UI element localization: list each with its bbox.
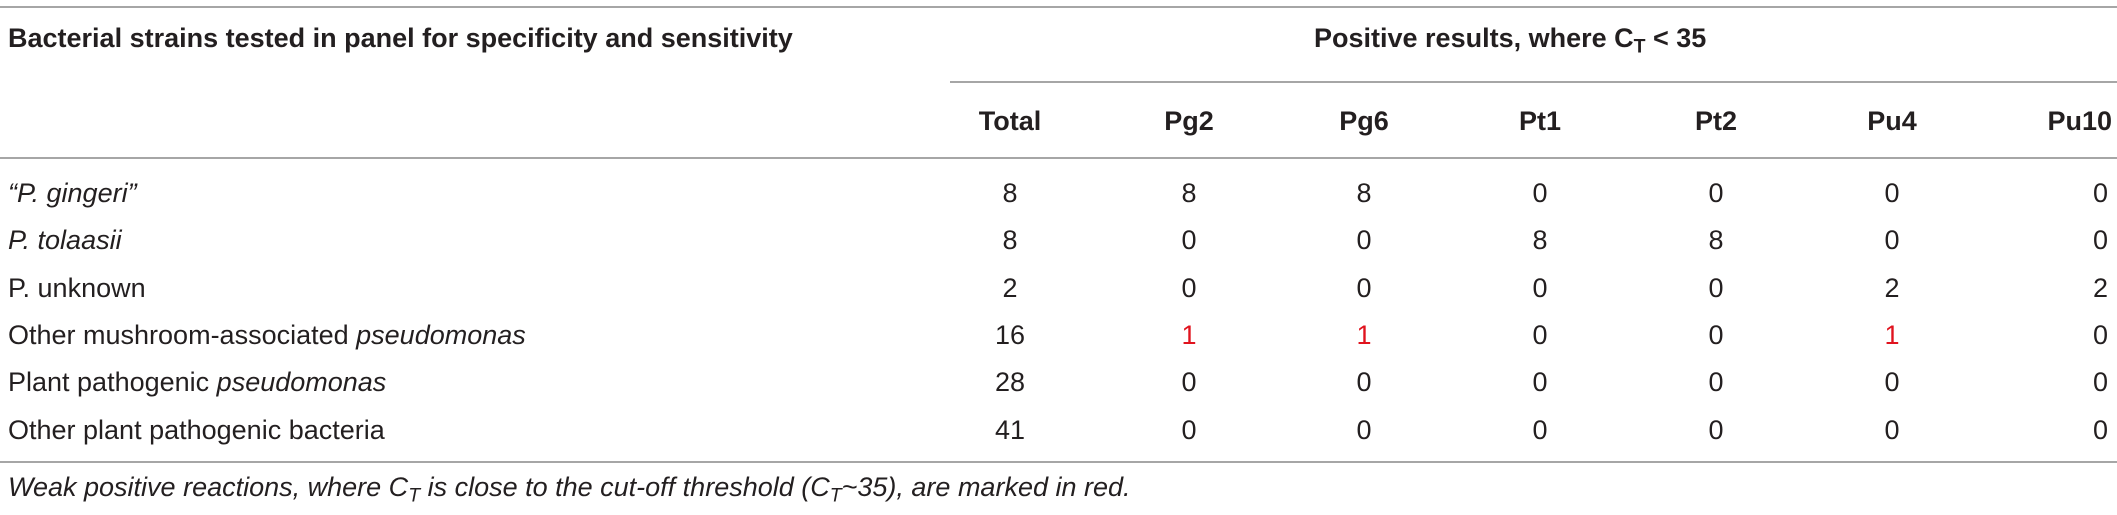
table-row: Other mushroom-associated pseudomonas 16 1… [0, 312, 2117, 359]
column-header-pu10: Pu10 [2047, 106, 2112, 136]
row-label: P. tolaasii [8, 225, 122, 256]
cell-pg6: 0 [1356, 367, 1372, 398]
cell-pu10: 0 [2092, 178, 2108, 208]
cell-pg2: 0 [1181, 414, 1197, 445]
row-label-italic: “P. gingeri” [8, 178, 137, 208]
cell-pg2: 8 [1181, 178, 1197, 208]
column-header-pt2: Pt2 [1694, 106, 1738, 136]
cell-pu10: 0 [2092, 225, 2108, 256]
row-label: Plant pathogenic pseudomonas [8, 367, 386, 398]
table-row: P. unknown 2 0 0 0 0 2 2 [0, 265, 2117, 312]
row-label-text: P. unknown [8, 272, 146, 303]
column-header-pg2: Pg2 [1164, 106, 1214, 136]
row-label-text: Other plant pathogenic bacteria [8, 414, 385, 445]
cell-pt2: 8 [1708, 225, 1724, 256]
positive-results-header: Positive results, where CT < 35 [1314, 23, 1707, 58]
cell-pt1: 8 [1532, 225, 1548, 256]
row-label-text: Plant pathogenic [8, 367, 217, 398]
cell-pu10: 2 [2092, 272, 2108, 303]
row-label: Other plant pathogenic bacteria [8, 415, 385, 446]
cell-total: 8 [1002, 178, 1018, 208]
table-row: Plant pathogenic pseudomonas 28 0 0 0 0 0 0 [0, 359, 2117, 406]
cell-pu10: 0 [2092, 414, 2108, 445]
table-row: “P. gingeri” 8 8 8 0 0 0 0 [0, 170, 2117, 217]
cell-pu4: 0 [1884, 225, 1900, 256]
strains-header: Bacterial strains tested in panel for sp… [8, 23, 793, 53]
cell-pu4: 0 [1884, 367, 1900, 398]
table-row: Other plant pathogenic bacteria 41 0 0 0 0 0 0 [0, 407, 2117, 454]
cell-pt2: 0 [1708, 414, 1724, 445]
cell-pg6: 0 [1356, 414, 1372, 445]
cell-pg6: 0 [1356, 272, 1372, 303]
cell-pg2: 0 [1181, 225, 1197, 256]
cell-total: 8 [1002, 225, 1018, 256]
bottom-rule [0, 461, 2117, 463]
cell-pu4: 1 [1884, 319, 1900, 350]
subheader-rule [950, 81, 2117, 83]
cell-pt1: 0 [1532, 178, 1548, 208]
cell-pu4: 0 [1884, 178, 1900, 208]
cell-pt1: 0 [1532, 319, 1548, 350]
row-label-italic: pseudomonas [356, 319, 526, 350]
row-label-italic: P. tolaasii [8, 225, 122, 256]
column-header-pt1: Pt1 [1518, 106, 1562, 136]
column-header-total: Total [978, 106, 1042, 136]
cell-pt1: 0 [1532, 272, 1548, 303]
cell-pg6: 0 [1356, 225, 1372, 256]
row-label: Other mushroom-associated pseudomonas [8, 320, 526, 351]
row-label: “P. gingeri” [8, 178, 137, 209]
cell-pu10: 0 [2092, 367, 2108, 398]
cell-pu10: 0 [2092, 319, 2108, 350]
row-label-italic: pseudomonas [216, 367, 387, 398]
cell-pt2: 0 [1708, 319, 1724, 350]
cell-pt1: 0 [1532, 414, 1548, 445]
cell-pg2: 1 [1181, 319, 1197, 350]
header-bottom-rule [0, 157, 2117, 159]
cell-total: 41 [994, 414, 1026, 445]
cell-pt2: 0 [1708, 272, 1724, 303]
cell-pg6: 8 [1356, 178, 1372, 208]
table-footnote: Weak positive reactions, where CT is clo… [8, 472, 1131, 507]
top-rule [0, 6, 2117, 8]
row-label-text: Other mushroom-associated [8, 319, 357, 350]
cell-pg2: 0 [1181, 367, 1197, 398]
cell-pt2: 0 [1708, 367, 1724, 398]
cell-pt2: 0 [1708, 178, 1724, 208]
cell-pg6: 1 [1356, 319, 1372, 350]
row-label: P. unknown [8, 273, 146, 304]
table-row: P. tolaasii 8 0 0 8 8 0 0 [0, 217, 2117, 264]
cell-total: 2 [1002, 272, 1018, 303]
column-header-pg6: Pg6 [1339, 106, 1389, 136]
cell-total: 16 [994, 319, 1026, 350]
cell-pu4: 2 [1884, 272, 1900, 303]
cell-pu4: 0 [1884, 414, 1900, 445]
cell-total: 28 [994, 367, 1026, 398]
column-header-pu4: Pu4 [1867, 106, 1917, 136]
cell-pg2: 0 [1181, 272, 1197, 303]
cell-pt1: 0 [1532, 367, 1548, 398]
